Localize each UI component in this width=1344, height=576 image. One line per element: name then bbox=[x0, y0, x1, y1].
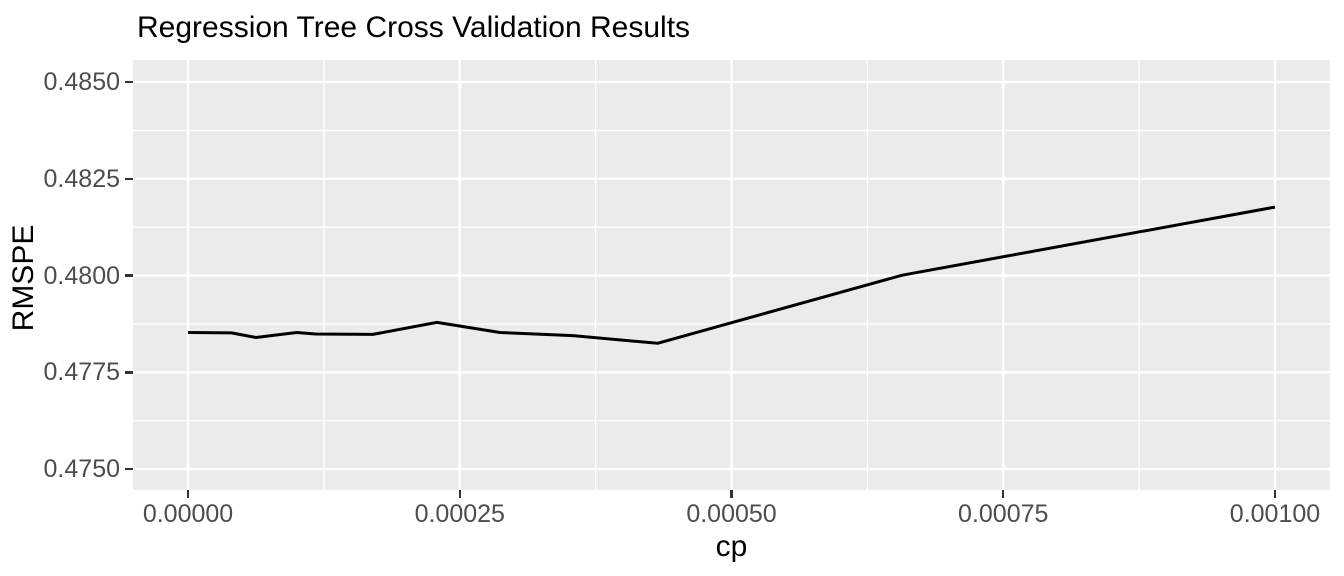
y-tick-mark bbox=[125, 274, 133, 277]
y-axis-title: RMSPE bbox=[7, 224, 40, 332]
series-line bbox=[187, 205, 1276, 345]
y-tick-mark bbox=[125, 177, 133, 181]
y-tick-label: 0.4750 bbox=[43, 455, 120, 484]
y-tick-label: 0.4775 bbox=[43, 358, 120, 387]
chart-canvas bbox=[133, 60, 1330, 490]
x-tick-label: 0.00100 bbox=[1229, 500, 1321, 528]
x-axis-title: cp bbox=[715, 530, 748, 563]
y-tick-label: 0.4850 bbox=[43, 68, 120, 97]
y-tick-mark bbox=[125, 80, 133, 84]
x-tick-label: 0.00050 bbox=[686, 500, 777, 528]
x-tick-label: 0.00075 bbox=[958, 500, 1049, 528]
x-tick-mark bbox=[186, 490, 190, 498]
plot-panel bbox=[133, 60, 1330, 490]
y-tick-label: 0.4800 bbox=[43, 261, 120, 290]
x-tick-mark bbox=[1273, 490, 1277, 498]
x-tick-mark bbox=[730, 490, 733, 498]
y-tick-label: 0.4825 bbox=[43, 164, 120, 193]
x-tick-mark bbox=[458, 490, 461, 498]
y-tick-mark bbox=[125, 467, 133, 471]
y-tick-mark bbox=[125, 371, 133, 374]
x-tick-mark bbox=[1001, 490, 1005, 498]
plot-title: Regression Tree Cross Validation Results bbox=[137, 11, 691, 44]
x-tick-label: 0.00000 bbox=[142, 500, 234, 528]
x-tick-label: 0.00025 bbox=[414, 500, 505, 528]
